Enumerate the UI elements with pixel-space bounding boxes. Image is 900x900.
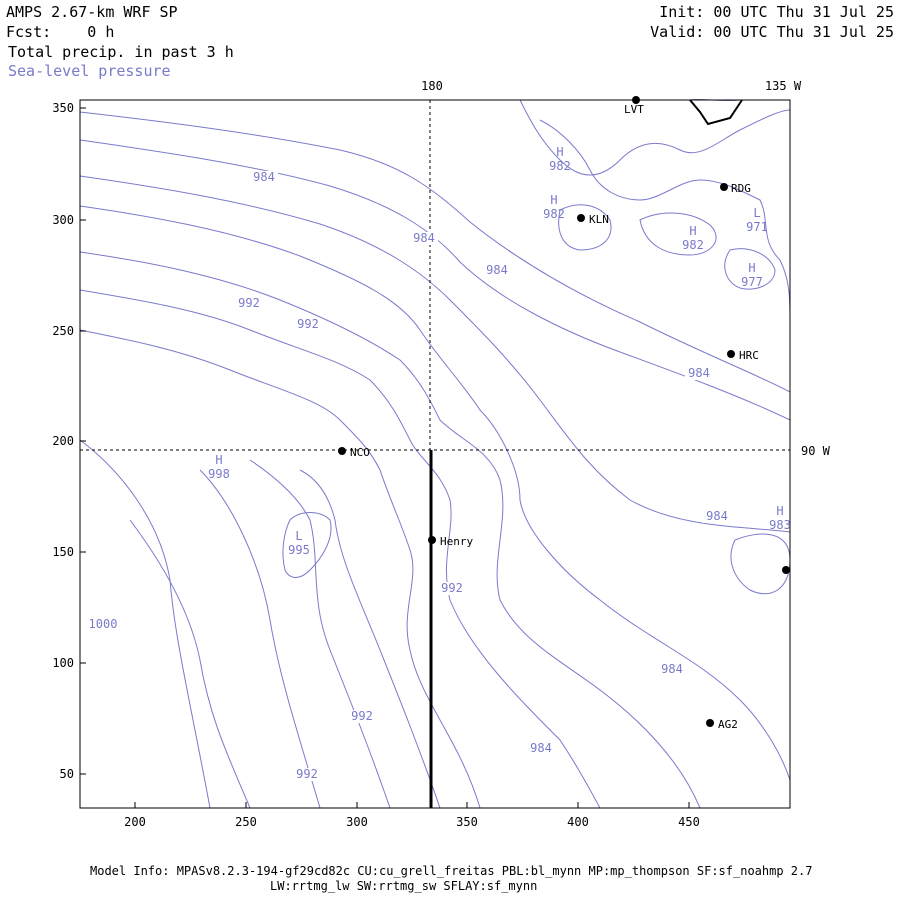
station-label: RDG	[731, 182, 751, 195]
x-axis-ticks: 200 250 300 350 400 450	[124, 802, 700, 829]
lon-label-90w: 90 W	[801, 444, 831, 458]
lon-label-135w: 135 W	[765, 79, 802, 93]
lon-label-180: 180	[421, 79, 443, 93]
isobar-contours	[79, 98, 791, 809]
contour-label-bg	[235, 297, 263, 310]
station-marker	[428, 536, 436, 544]
pressure-center-value: 982	[682, 238, 704, 252]
y-tick-label: 350	[52, 101, 74, 115]
pressure-center-type: H	[689, 224, 696, 238]
pressure-center-type: H	[215, 453, 222, 467]
pressure-center-value: 995	[288, 543, 310, 557]
contour-label: 992	[296, 767, 318, 781]
x-tick-label: 300	[346, 815, 368, 829]
precip-field-label: Total precip. in past 3 h	[8, 43, 234, 61]
station-marker	[782, 566, 790, 574]
pressure-center-value: 998	[208, 467, 230, 481]
contour-label-bg	[348, 710, 376, 723]
y-tick-label: 200	[52, 434, 74, 448]
pressure-center-value: 983	[769, 518, 791, 532]
contour-label: 984	[688, 366, 710, 380]
station-label: KLN	[589, 213, 609, 226]
contour-label-bg	[293, 768, 321, 781]
plot-frame	[79, 99, 791, 809]
station-marker	[706, 719, 714, 727]
contour-label: 984	[486, 263, 508, 277]
y-tick-label: 50	[60, 767, 74, 781]
valid-time: Valid: 00 UTC Thu 31 Jul 25	[650, 23, 894, 41]
contour-label-bg	[89, 618, 117, 631]
station-marker	[720, 183, 728, 191]
station-label: AG2	[718, 718, 738, 731]
y-tick-label: 100	[52, 656, 74, 670]
x-tick-label: 250	[235, 815, 257, 829]
pressure-center-value: 982	[543, 207, 565, 221]
forecast-hour: Fcst: 0 h	[6, 23, 115, 41]
contour-label-bg	[658, 663, 686, 676]
contour-label-bg	[438, 582, 466, 595]
coastline	[689, 99, 743, 126]
pressure-center-type: L	[295, 529, 302, 543]
x-tick-label: 350	[456, 815, 478, 829]
y-tick-label: 150	[52, 545, 74, 559]
contour-label: 984	[413, 231, 435, 245]
y-axis-ticks: 50 100 150 200 250 300 350	[52, 101, 86, 781]
pressure-center-value: 982	[549, 159, 571, 173]
contour-label: 992	[297, 317, 319, 331]
pressure-center-value: 971	[746, 220, 768, 234]
contour-label: 984	[253, 170, 275, 184]
y-tick-label: 300	[52, 213, 74, 227]
contour-label: 992	[238, 296, 260, 310]
contour-label-bg	[483, 264, 511, 277]
contour-label-bg	[703, 510, 731, 523]
pressure-center-value: 977	[741, 275, 763, 289]
y-tick-label: 250	[52, 324, 74, 338]
contour-label: 992	[441, 581, 463, 595]
x-tick-label: 450	[678, 815, 700, 829]
contour-label: 984	[661, 662, 683, 676]
model-info-line1: Model Info: MPASv8.2.3-194-gf29cd82c CU:…	[90, 864, 813, 878]
contour-label: 1000	[89, 617, 118, 631]
pressure-center-type: H	[748, 261, 755, 275]
contour-label-bg	[410, 232, 438, 245]
station-marker	[727, 350, 735, 358]
model-title: AMPS 2.67-km WRF SP	[6, 3, 178, 21]
station-label: HRC	[739, 349, 759, 362]
contour-label-bg	[527, 742, 555, 755]
pressure-center-type: H	[550, 193, 557, 207]
stations: LVT RDG KLN HRC NCO Henry AG2	[338, 96, 790, 731]
init-time: Init: 00 UTC Thu 31 Jul 25	[659, 3, 894, 21]
contour-label: 984	[530, 741, 552, 755]
x-tick-label: 400	[567, 815, 589, 829]
station-label: LVT	[624, 103, 644, 116]
contour-label: 984	[706, 509, 728, 523]
model-info-line2: LW:rrtmg_lw SW:rrtmg_sw SFLAY:sf_mynn	[270, 879, 538, 893]
station-marker	[632, 96, 640, 104]
pressure-center-type: H	[556, 145, 563, 159]
contour-label-bg	[250, 171, 278, 184]
pressure-center-type: H	[776, 504, 783, 518]
station-label: NCO	[350, 446, 370, 459]
x-tick-label: 200	[124, 815, 146, 829]
contour-label-bg	[685, 367, 713, 380]
pressure-center-type: L	[753, 206, 760, 220]
station-marker	[577, 214, 585, 222]
contour-labels: 984 984 984 992 992 984 984 992 1000 984 992 984 992	[89, 170, 731, 781]
contour-label: 992	[351, 709, 373, 723]
station-label: Henry	[440, 535, 473, 548]
station-marker	[338, 447, 346, 455]
contour-label-bg	[294, 318, 322, 331]
slp-field-label: Sea-level pressure	[8, 62, 171, 80]
